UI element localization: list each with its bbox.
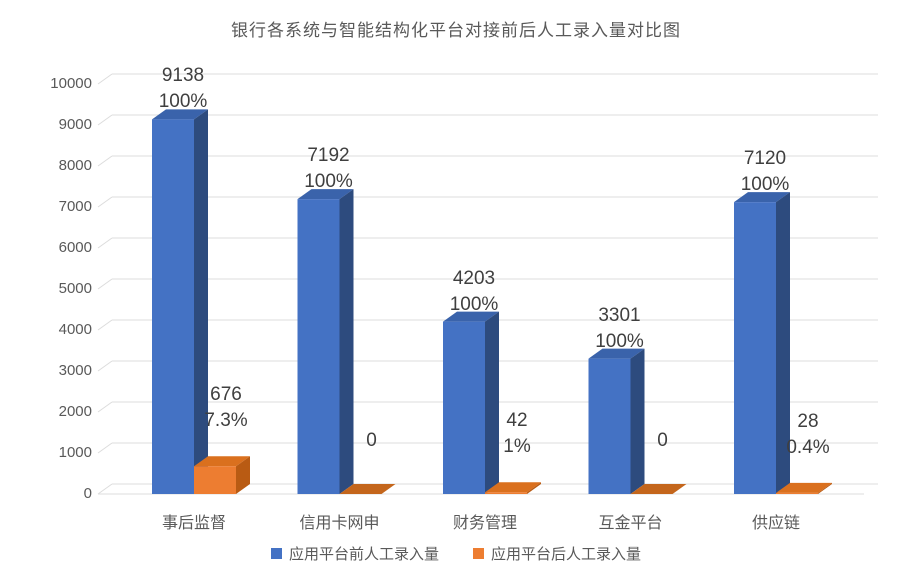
category-label: 供应链 — [751, 515, 800, 532]
bar-before-top — [152, 109, 208, 120]
gridline-wall-segment — [97, 73, 113, 85]
gridline-wall-segment — [97, 360, 113, 372]
bar-before-side — [485, 311, 499, 494]
y-tick-label: 8000 — [58, 157, 92, 174]
bar-value-label-before: 9138 100% — [158, 65, 208, 113]
bar-before-top — [297, 189, 354, 200]
gridline-wall-segment — [97, 114, 113, 126]
legend-item-before: 应用平台前人工录入量 — [270, 543, 439, 564]
bar-before-front — [152, 119, 194, 494]
bar-after-side — [527, 482, 541, 494]
bar-after-front — [194, 466, 236, 494]
category-label: 财务管理 — [452, 515, 517, 532]
category-label: 信用卡网申 — [299, 515, 380, 532]
y-tick-label: 3000 — [58, 362, 92, 379]
category-label: 事后监督 — [161, 515, 226, 532]
gridline-wall-segment — [97, 319, 113, 331]
bar-value-label-after: 0 — [657, 430, 668, 451]
bar-before-front — [443, 321, 485, 494]
y-tick-label: 0 — [83, 485, 92, 502]
legend-label-before: 应用平台前人工录入量 — [288, 546, 439, 563]
y-tick-label: 6000 — [58, 239, 92, 256]
legend-item-after: 应用平台后人工录入量 — [473, 543, 641, 564]
legend-label-after: 应用平台后人工录入量 — [491, 546, 642, 563]
y-tick-label: 9000 — [58, 116, 92, 133]
gridline-wall-segment — [97, 401, 113, 413]
y-tick-label: 4000 — [58, 321, 92, 338]
gridline-wall-segment — [97, 278, 113, 290]
bar-before-side — [776, 192, 790, 494]
bar-value-label-after: 28 0.4% — [786, 410, 830, 458]
bar-after-top — [485, 482, 541, 493]
bar-after-front — [485, 492, 527, 494]
bar-value-label-before: 4203 100% — [449, 267, 499, 315]
chart-title: 银行各系统与智能结构化平台对接前后人工录入量对比图 — [231, 21, 681, 40]
bar-before-side — [339, 189, 354, 495]
bar-before-top — [443, 311, 499, 322]
bar-after-flat — [630, 484, 687, 494]
legend-swatch-before-icon — [270, 548, 282, 559]
gridline-wall-segment — [97, 196, 113, 208]
bar-after-side — [818, 482, 832, 494]
bar-value-label-before: 7192 100% — [304, 145, 353, 193]
bar-after-top — [194, 456, 250, 467]
category-label: 互金平台 — [598, 515, 663, 532]
bar-before-side — [194, 109, 208, 494]
bar-after-top — [776, 482, 832, 493]
y-tick-label: 5000 — [58, 280, 92, 297]
bar-value-label-after: 42 1% — [503, 410, 531, 458]
bar-before-top — [588, 348, 645, 359]
bar-after-front — [776, 492, 818, 494]
y-tick-label: 7000 — [58, 198, 92, 215]
y-tick-label: 10000 — [50, 75, 92, 92]
bar-value-label-after: 676 7.3% — [204, 384, 248, 432]
gridline-wall-segment — [97, 155, 113, 167]
bar-before-top — [734, 192, 790, 203]
bar-value-label-before: 7120 100% — [740, 148, 790, 196]
bar-before-front — [588, 358, 631, 494]
legend-swatch-after-icon — [473, 548, 484, 559]
bar-before-front — [297, 199, 340, 495]
y-tick-label: 2000 — [58, 403, 92, 420]
legend: 应用平台前人工录入量 应用平台后人工录入量 — [0, 543, 912, 564]
y-tick-label: 1000 — [58, 444, 92, 461]
bar-value-label-after: 0 — [366, 430, 377, 451]
bar-before-front — [734, 202, 776, 494]
bar-after-flat — [339, 484, 396, 494]
gridline-wall-segment — [97, 237, 113, 249]
bar-value-label-before: 3301 100% — [595, 304, 644, 352]
gridline-wall-segment — [97, 483, 113, 495]
gridline-wall-segment — [97, 442, 113, 454]
bar-before-side — [630, 348, 645, 494]
bar-after-side — [236, 456, 250, 494]
